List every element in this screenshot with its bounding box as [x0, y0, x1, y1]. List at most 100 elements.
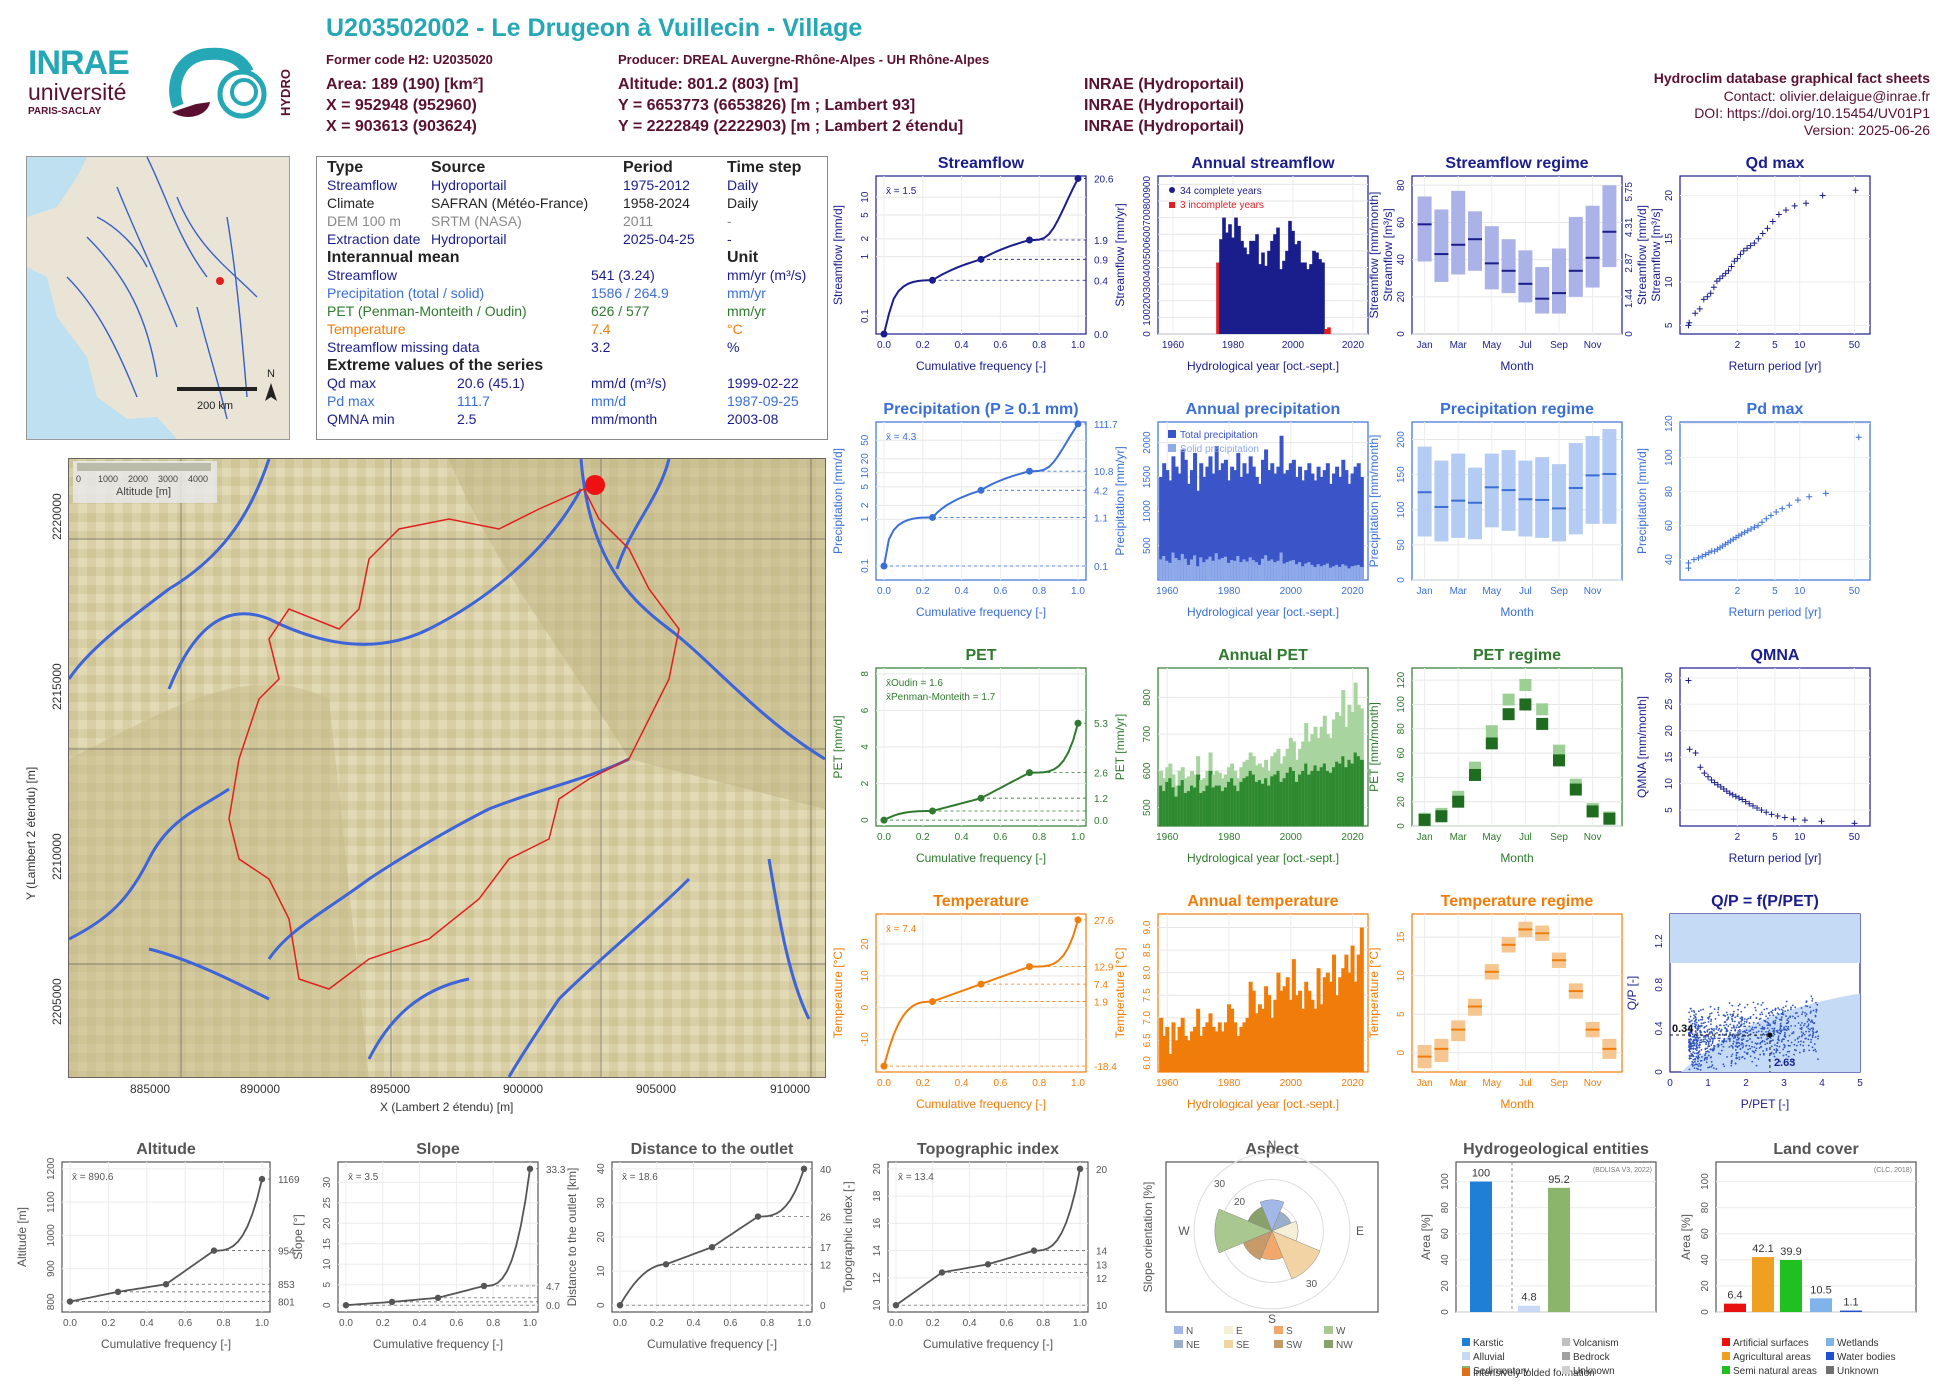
info-mean-unit: °C [727, 321, 743, 337]
annual-bar [1294, 995, 1299, 1072]
scatter-point [1698, 1046, 1701, 1049]
scatter-point [1738, 1021, 1740, 1024]
legend-marker [1324, 1340, 1333, 1348]
scatter-point [1706, 1050, 1709, 1053]
annual-bar [1251, 990, 1256, 1072]
scatter-point [1804, 1037, 1807, 1040]
y-axis-label: Temperature [°C] [831, 948, 845, 1039]
x-tick-label: 1.0 [1071, 586, 1085, 597]
mean-label: x̄ = 1.5 [886, 186, 917, 197]
right-tick-label: 0.0 [546, 1301, 560, 1312]
right-tick-label: 1169 [278, 1175, 300, 1186]
y-tick-label: 6 [860, 707, 871, 713]
scatter-point [1810, 1010, 1812, 1013]
info-extreme-value: 111.7 [457, 393, 490, 409]
scatter-point [1694, 1057, 1697, 1060]
legend-marker [1826, 1352, 1834, 1360]
scatter-point [1710, 1012, 1713, 1015]
y-tick-label: 9.0 [1142, 920, 1153, 934]
scatter-point [1729, 1023, 1732, 1026]
y-tick-label: 6.0 [1142, 1056, 1153, 1070]
annual-bar-total [1291, 459, 1296, 580]
scatter-point [1783, 1043, 1785, 1046]
scatter-point [1746, 1032, 1749, 1034]
scatter-point [1742, 1045, 1745, 1047]
scatter-point [1730, 1029, 1733, 1032]
info-header-source: Source [431, 159, 486, 176]
bar-value-label: 4.8 [1521, 1292, 1536, 1304]
annual-bar-oudin [1310, 770, 1315, 826]
scatter-point [1691, 1022, 1694, 1025]
scatter-point [1688, 1057, 1691, 1060]
chart-title: Streamflow regime [1445, 155, 1588, 172]
scatter-point [1740, 1018, 1743, 1021]
y-tick-label: 0.1 [860, 309, 871, 323]
x-tick-label: 2000 [1280, 832, 1303, 843]
x-tick-label: 0.2 [916, 1078, 930, 1089]
y-tick-label: 0 [322, 1302, 333, 1308]
scatter-point [1691, 1033, 1694, 1036]
annual-bar [1246, 254, 1250, 334]
scatter-point [1730, 1060, 1733, 1063]
annual-bar-solid [1208, 556, 1213, 580]
altitude-text: Altitude: 801.2 (803) [m] [618, 76, 799, 93]
y-tick-label: 16 [872, 1217, 883, 1229]
scatter-point [1739, 1032, 1742, 1035]
scatter-point [1690, 1030, 1693, 1032]
scatter-point [1809, 1006, 1811, 1009]
legend-entry: Wetlands [1837, 1338, 1879, 1349]
return-period-point [1685, 560, 1692, 567]
return-period-point [1790, 816, 1797, 823]
bar-value-label: 39.9 [1780, 1246, 1801, 1258]
scatter-point [1815, 1001, 1817, 1004]
scatter-point [1771, 1027, 1774, 1030]
scatter-point [1794, 1024, 1797, 1027]
return-period-point [1729, 791, 1736, 798]
chart-title: PET regime [1473, 647, 1561, 664]
scatter-point [1808, 1049, 1811, 1052]
info-mean-label: Temperature [327, 321, 406, 337]
scatter-point [1794, 1017, 1796, 1019]
annual-bar-total [1273, 473, 1278, 580]
x-tick-label: 0.2 [916, 340, 930, 351]
y-axis-label: Precipitation [mm/yr] [1113, 446, 1127, 555]
scatter-point [1752, 1001, 1755, 1004]
scatter-point [1753, 1046, 1756, 1049]
scatter-point [1707, 1044, 1710, 1046]
scatter-point [1690, 1052, 1693, 1055]
scatter-point [1751, 1041, 1753, 1044]
altitude-legend-tick: 3000 [158, 474, 179, 484]
y-axis-label: Streamflow [mm/month] [1367, 192, 1381, 319]
scatter-point [1704, 1047, 1707, 1050]
scatter-point [1778, 1051, 1781, 1054]
info-header-period: Period [623, 159, 673, 176]
scatter-point [1780, 1016, 1783, 1019]
plot-frame [1715, 1161, 1917, 1313]
scatter-point [1711, 1042, 1714, 1045]
quantile-point [1076, 1165, 1084, 1173]
quantile-point [1074, 420, 1082, 428]
scatter-point [1690, 1031, 1693, 1034]
bar-value-label: 6.4 [1727, 1290, 1742, 1302]
scatter-point [1713, 1029, 1715, 1032]
x-axis-label: Month [1500, 851, 1533, 865]
scatter-point [1784, 1028, 1787, 1031]
scatter-point [1780, 1040, 1783, 1043]
annual-bar-oudin [1350, 763, 1355, 826]
x-tick-label: 0.6 [178, 1318, 192, 1329]
scatter-point [1799, 1027, 1802, 1030]
return-period-point [1725, 267, 1732, 274]
hydro-logo: HYDRO [169, 47, 293, 119]
scatter-point [1743, 1051, 1746, 1053]
legend-marker [1174, 1326, 1183, 1334]
station-info-box: Type Source Period Time step Streamflow Hydro… [316, 156, 828, 440]
scatter-point [1770, 1051, 1773, 1054]
scatter-point [1745, 1045, 1747, 1047]
scatter-point [1814, 1048, 1817, 1051]
annual-bar-solid [1316, 564, 1321, 580]
y-tick-label: 900 [46, 1260, 57, 1277]
y-tick-label: 30 [1664, 672, 1675, 684]
x-tick-label: 0.8 [486, 1318, 500, 1329]
scatter-point [1718, 1037, 1721, 1040]
scatter-point [1782, 1027, 1785, 1030]
